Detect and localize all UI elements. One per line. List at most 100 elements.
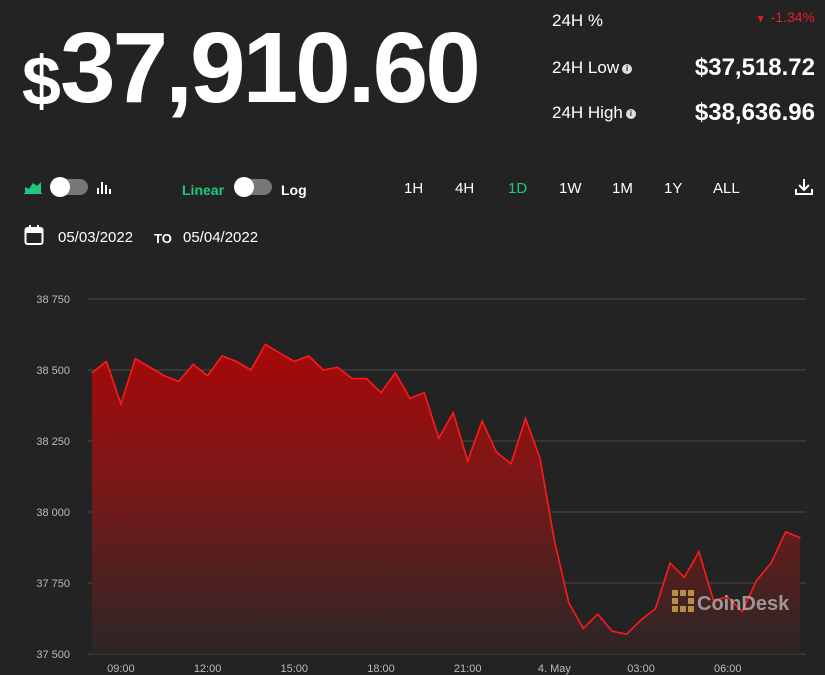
area-chart-icon[interactable] <box>24 180 42 194</box>
data-point <box>250 369 252 371</box>
data-point <box>452 412 454 414</box>
range-all-button[interactable]: ALL <box>713 180 740 197</box>
log-label[interactable]: Log <box>281 182 307 198</box>
data-point <box>149 366 151 368</box>
low-label: 24H Low <box>552 58 620 77</box>
data-point <box>539 457 541 459</box>
x-tick-label: 21:00 <box>454 663 482 675</box>
data-point <box>467 460 469 462</box>
date-from-input[interactable]: 05/03/2022 <box>58 229 134 246</box>
data-point <box>481 420 483 422</box>
down-triangle-icon: ▼ <box>755 14 766 25</box>
data-point <box>279 352 281 354</box>
high-label-row: 24H High i <box>552 103 636 123</box>
chart-type-toggle[interactable] <box>50 177 88 197</box>
data-point <box>120 403 122 405</box>
data-point <box>105 360 107 363</box>
watermark-text: CoinDesk <box>697 593 790 615</box>
scale-toggle[interactable] <box>234 177 272 197</box>
data-point <box>698 551 700 553</box>
data-point <box>409 397 411 399</box>
data-points <box>91 343 801 635</box>
range-1m-button[interactable]: 1M <box>612 180 633 197</box>
low-label-row: 24H Low i <box>552 58 633 78</box>
data-point <box>207 375 209 377</box>
data-point <box>351 377 353 380</box>
download-icon[interactable] <box>794 178 814 196</box>
data-point <box>293 360 295 363</box>
date-to-input[interactable]: 05/04/2022 <box>183 229 259 246</box>
calendar-icon[interactable] <box>24 224 44 246</box>
date-to-label: TO <box>154 231 172 246</box>
data-point <box>178 380 180 382</box>
range-1w-button[interactable]: 1W <box>559 180 582 197</box>
data-point <box>423 392 425 394</box>
coindesk-watermark: CoinDesk <box>672 590 790 615</box>
linear-label[interactable]: Linear <box>182 182 225 198</box>
data-point <box>365 377 368 380</box>
data-point <box>683 576 686 578</box>
data-point <box>611 630 613 632</box>
current-price: $37,910.60 <box>22 18 481 120</box>
toggle-knob <box>50 177 70 197</box>
bar-chart-icon[interactable] <box>97 180 111 194</box>
data-point <box>727 596 729 598</box>
data-point <box>322 369 324 371</box>
y-tick-label: 38 250 <box>36 436 70 448</box>
data-point <box>741 610 743 612</box>
data-point <box>192 363 194 365</box>
data-point <box>394 372 396 374</box>
low-value: $37,518.72 <box>694 54 815 81</box>
pct-label: 24H % <box>552 11 604 30</box>
data-point <box>626 633 628 635</box>
toggle-knob <box>234 177 254 197</box>
info-icon[interactable]: i <box>625 109 636 119</box>
data-point <box>712 599 714 601</box>
y-tick-label: 38 000 <box>36 507 70 519</box>
x-tick-label: 18:00 <box>367 663 395 675</box>
x-tick-label: 4. May <box>538 663 572 675</box>
data-point <box>597 613 599 615</box>
data-point <box>568 602 570 604</box>
range-1d-button[interactable]: 1D <box>508 180 528 197</box>
data-point <box>308 355 310 357</box>
range-1h-button[interactable]: 1H <box>404 180 424 197</box>
data-point <box>264 343 266 345</box>
data-point <box>134 358 136 360</box>
data-point <box>235 360 238 363</box>
data-point <box>640 619 642 621</box>
data-point <box>553 539 556 541</box>
data-point <box>380 392 382 394</box>
y-tick-label: 37 750 <box>36 578 70 590</box>
y-tick-label: 38 750 <box>36 294 70 306</box>
data-point <box>770 562 772 564</box>
price-value: 37,910.60 <box>59 12 481 124</box>
x-tick-label: 09:00 <box>107 663 135 675</box>
data-point <box>438 437 440 439</box>
data-point <box>654 608 657 610</box>
coindesk-logo-icon <box>672 590 694 612</box>
data-point <box>756 579 758 581</box>
data-point <box>582 627 584 629</box>
price-area <box>92 344 800 654</box>
data-point <box>524 417 527 419</box>
data-point <box>669 562 671 564</box>
range-4h-button[interactable]: 4H <box>455 180 475 197</box>
x-tick-label: 03:00 <box>627 663 655 675</box>
data-point <box>496 451 498 453</box>
data-point <box>785 531 787 533</box>
data-point <box>799 537 801 539</box>
y-tick-label: 37 500 <box>36 649 70 661</box>
data-point <box>337 366 339 368</box>
x-tick-label: 12:00 <box>194 663 222 675</box>
price-chart: CoinDesk 09:00 12:00 15:00 18:00 21:00 4. May… <box>36 294 806 675</box>
y-tick-label: 38 500 <box>36 365 70 377</box>
data-point <box>163 375 165 377</box>
currency-symbol: $ <box>22 42 61 120</box>
range-1y-button[interactable]: 1Y <box>664 180 683 197</box>
data-point <box>91 372 93 374</box>
pct-value: -1.34% <box>770 9 815 25</box>
x-tick-label: 15:00 <box>281 663 309 675</box>
info-icon[interactable]: i <box>622 64 633 74</box>
pct-change: ▼ -1.34% <box>756 9 815 25</box>
